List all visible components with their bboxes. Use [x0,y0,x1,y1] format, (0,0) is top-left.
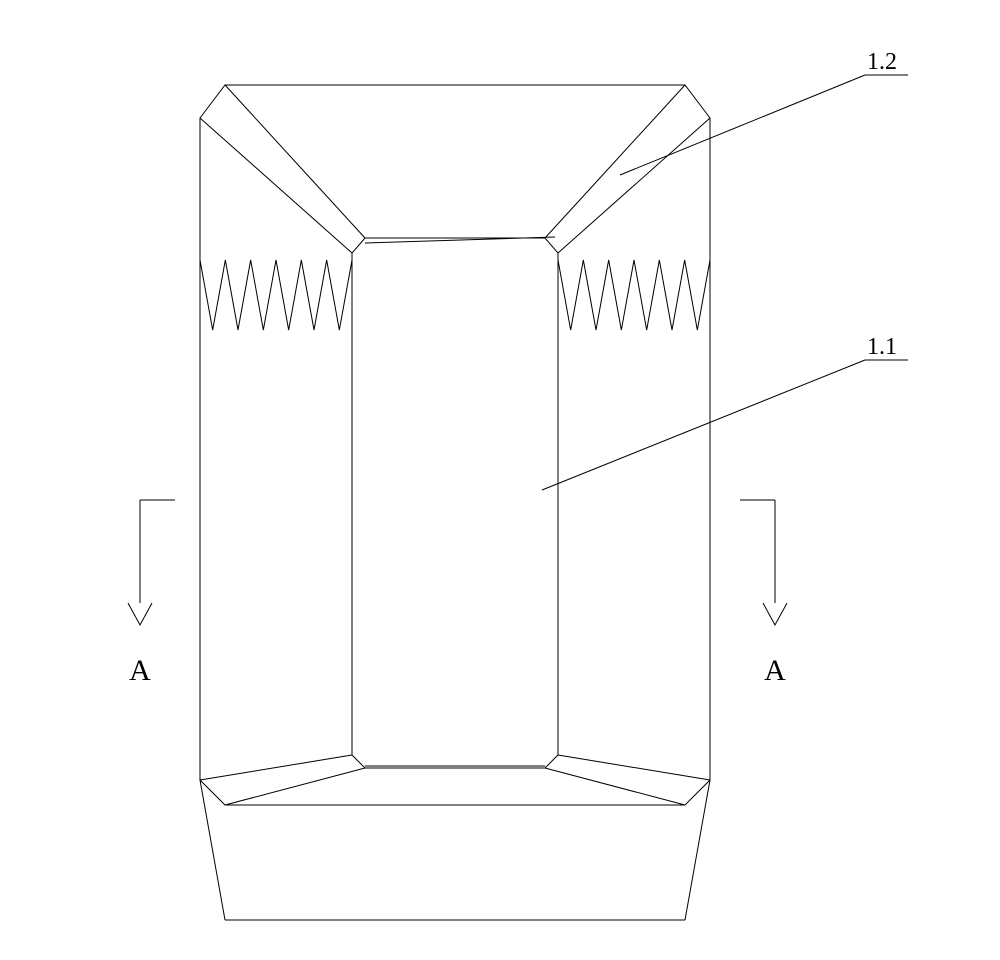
fold-tl [225,85,365,238]
section-label-right: A [764,654,786,687]
fold-lb [200,755,352,780]
fold-lt [200,118,352,253]
outer-hexagon [200,85,710,805]
section-label-left: A [129,654,151,687]
fold-br [545,768,685,805]
callout-1-1-leader [542,360,865,490]
fold-rb [558,755,710,780]
zigzag-right [558,260,710,330]
section-arrowhead-right [763,603,787,625]
fold-bl [225,768,365,805]
fold-rt [558,118,710,253]
technical-drawing: A A 1.2 1.1 [0,0,1000,960]
section-arrowhead-left [128,603,152,625]
callout-1-1-text: 1.1 [867,334,897,360]
inner-hexagon [352,238,558,768]
callout-1-2-leader [620,75,865,175]
fold-tr [545,85,685,238]
callout-1-2-text: 1.2 [867,49,897,75]
zigzag-left [200,260,352,330]
